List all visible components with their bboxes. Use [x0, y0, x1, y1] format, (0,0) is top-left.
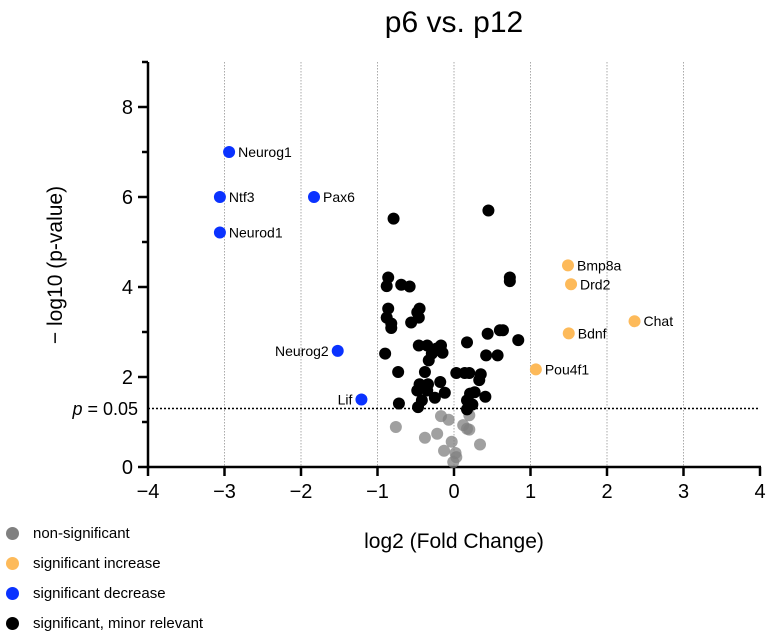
y-axis-label: − log10 (p-value) — [44, 186, 67, 344]
data-point-increase — [561, 259, 574, 272]
data-point-non-significant — [389, 420, 402, 433]
data-point-minor — [463, 366, 476, 379]
chart-title: p6 vs. p12 — [385, 6, 523, 39]
threshold-label: p = 0.05 — [71, 399, 138, 419]
data-point-minor — [479, 390, 492, 403]
data-point-minor — [412, 401, 425, 414]
data-point-minor — [418, 366, 431, 379]
data-point-minor — [436, 346, 449, 359]
data-point-minor — [411, 384, 424, 397]
data-point-minor — [491, 349, 504, 362]
data-point-non-significant — [431, 427, 444, 440]
data-point-minor — [512, 334, 525, 347]
data-point-increase — [529, 363, 542, 376]
data-point-increase — [565, 278, 578, 291]
data-point-minor — [421, 384, 434, 397]
x-tick-label: −3 — [213, 481, 236, 503]
data-point-increase — [628, 315, 641, 328]
legend-label: significant increase — [33, 554, 161, 572]
data-point-non-significant — [474, 438, 487, 451]
legend-item-increase: significant increase — [6, 548, 203, 578]
data-point-minor — [379, 347, 392, 360]
point-label: Pou4f1 — [545, 361, 590, 377]
data-point-minor — [403, 280, 416, 293]
data-point-minor — [473, 374, 486, 387]
point-label: Neurog1 — [238, 144, 292, 160]
x-tick-label: −2 — [290, 481, 313, 503]
point-label: Drd2 — [580, 276, 611, 292]
x-tick-label: 3 — [678, 481, 689, 503]
x-axis-label: log2 (Fold Change) — [364, 530, 544, 553]
data-point-minor — [461, 336, 474, 349]
data-point-decrease — [213, 191, 226, 203]
legend-label: significant, minor relevant — [33, 614, 204, 632]
data-point-minor — [450, 366, 463, 379]
point-label: Bmp8a — [577, 257, 622, 273]
data-point-non-significant — [442, 413, 455, 426]
y-tick-label: 6 — [122, 187, 133, 209]
data-point-increase — [562, 327, 575, 340]
legend-item-decrease: significant decrease — [6, 578, 203, 608]
y-tick-label: 2 — [122, 367, 133, 389]
y-tick-label: 4 — [122, 277, 133, 299]
data-point-minor — [438, 386, 451, 399]
x-tick-label: 2 — [601, 481, 612, 503]
data-point-minor — [503, 275, 516, 288]
data-point-minor — [412, 339, 425, 352]
x-tick-label: 4 — [754, 481, 765, 503]
threshold-label-value: = 0.05 — [82, 399, 138, 419]
data-point-non-significant — [445, 435, 458, 448]
data-point-minor — [496, 324, 509, 337]
data-point-minor — [480, 349, 493, 362]
y-tick-label: 8 — [122, 97, 133, 119]
legend: non-significant significant increase sig… — [6, 518, 203, 638]
legend-dot — [6, 526, 19, 540]
point-label: Pax6 — [323, 189, 355, 205]
legend-item-non-significant: non-significant — [6, 518, 203, 548]
legend-dot — [6, 586, 19, 600]
data-point-minor — [392, 366, 405, 379]
data-point-non-significant — [418, 431, 431, 444]
data-point-non-significant — [463, 423, 476, 436]
data-point-non-significant — [447, 456, 460, 469]
point-label: Chat — [644, 313, 674, 329]
data-point-decrease — [355, 393, 368, 406]
x-tick-label: −4 — [137, 481, 160, 503]
x-tick-label: 0 — [448, 481, 459, 503]
legend-label: non-significant — [33, 524, 130, 542]
x-tick-label: −1 — [366, 481, 389, 503]
legend-item-minor: significant, minor relevant — [6, 608, 203, 638]
data-point-minor — [387, 212, 400, 225]
data-point-decrease — [223, 146, 236, 158]
point-label: Bdnf — [578, 325, 607, 341]
point-label: Neurog2 — [275, 343, 329, 359]
data-point-minor — [405, 316, 418, 329]
data-point-non-significant — [438, 444, 451, 457]
data-point-minor — [422, 354, 435, 367]
data-point-minor — [461, 403, 474, 416]
legend-dot — [6, 616, 19, 630]
threshold-label-p: p — [71, 399, 82, 419]
point-label: Lif — [338, 392, 353, 408]
data-point-decrease — [308, 191, 321, 203]
data-point-minor — [482, 204, 495, 217]
legend-dot — [6, 556, 19, 570]
data-point-minor — [468, 386, 481, 399]
data-point-decrease — [213, 226, 226, 239]
legend-label: significant decrease — [33, 584, 166, 602]
data-point-minor — [481, 327, 494, 340]
point-label: Ntf3 — [229, 189, 255, 205]
data-point-minor — [385, 321, 398, 334]
data-point-minor — [380, 280, 393, 293]
data-point-minor — [392, 397, 405, 410]
y-tick-label: 0 — [122, 457, 133, 479]
x-tick-label: 1 — [525, 481, 536, 503]
data-point-minor — [382, 302, 395, 315]
data-point-minor — [434, 375, 447, 388]
point-label: Neurod1 — [229, 225, 283, 241]
data-point-decrease — [331, 344, 344, 357]
data-point-minor — [428, 391, 441, 404]
